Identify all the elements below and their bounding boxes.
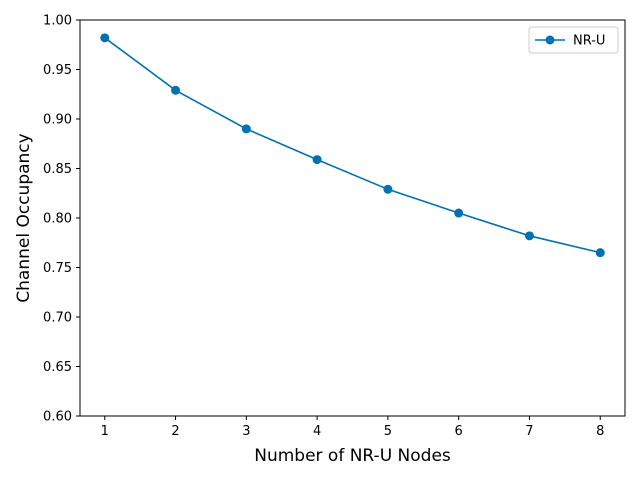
x-tick-label: 4 [313, 424, 321, 439]
x-tick-label: 3 [242, 424, 250, 439]
y-tick-label: 0.80 [43, 212, 72, 227]
data-point [383, 184, 393, 194]
series-line-nr-u [104, 37, 601, 254]
y-tick-label: 0.90 [43, 113, 72, 128]
y-tick-label: 0.70 [43, 311, 72, 326]
y-tick-label: 1.00 [43, 14, 72, 29]
legend: NR-U [528, 26, 619, 54]
data-point [454, 208, 464, 218]
data-point [312, 155, 322, 165]
x-tick-label: 1 [101, 424, 109, 439]
y-axis-ticks: 0.60 0.65 0.70 0.75 0.80 0.85 0.90 0.95 1.00 [43, 14, 80, 425]
data-point [241, 124, 251, 134]
x-axis-title: Number of NR-U Nodes [254, 446, 451, 466]
legend-marker [545, 35, 555, 45]
plot-frame [79, 19, 626, 417]
y-tick-label: 0.65 [43, 360, 72, 375]
data-point [524, 231, 534, 241]
y-tick-label: 0.60 [43, 410, 72, 425]
x-tick-label: 2 [171, 424, 179, 439]
legend-entry-nr-u: NR-U [573, 34, 605, 49]
x-tick-label: 6 [455, 424, 463, 439]
series-layer [100, 33, 605, 258]
y-tick-label: 0.85 [43, 162, 72, 177]
x-tick-label: 8 [596, 424, 604, 439]
x-tick-label: 7 [525, 424, 533, 439]
legend-box [528, 26, 619, 54]
data-point [171, 85, 181, 95]
y-tick-label: 0.75 [43, 261, 72, 276]
x-axis-ticks: 1 2 3 4 5 6 7 8 [101, 416, 604, 439]
y-tick-label: 0.95 [43, 63, 72, 78]
data-point [595, 248, 605, 258]
y-axis-title: Channel Occupancy [14, 133, 34, 302]
data-point [100, 33, 110, 43]
x-tick-label: 5 [384, 424, 392, 439]
